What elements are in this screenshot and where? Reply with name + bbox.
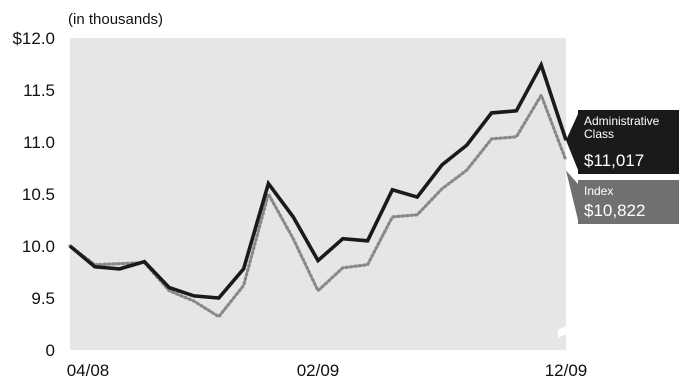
callout-series-label: Class [584,127,614,141]
x-tick-labels: 04/08 02/09 12/09 [67,361,588,380]
y-tick-label: $12.0 [12,29,55,48]
callout-pointer [566,170,578,220]
callout-series-label: Index [584,184,613,198]
administrative-class-series-line [68,60,568,300]
callout-series-label: Administrative [584,114,660,128]
units-label: (in thousands) [68,11,163,28]
callout-box [578,110,679,174]
y-tick-label: 10.0 [22,237,55,256]
y-tick-label: 0 [46,341,55,360]
series-lines [68,60,568,319]
callout-value-label: $11,017 [584,151,644,170]
y-tick-labels: $12.0 11.5 11.0 10.5 10.0 9.5 0 [12,29,55,360]
axis-break-marker [558,322,574,338]
axis-break-notch [558,322,574,338]
y-tick-label: 10.5 [22,185,55,204]
index-callout: Index $10,822 [566,170,679,224]
callout-box [578,180,679,224]
y-tick-label: 9.5 [31,289,55,308]
x-tick-label: 02/09 [297,361,340,380]
x-tick-label: 12/09 [545,361,588,380]
x-tick-label: 04/08 [67,361,110,380]
callout-pointer [566,114,578,170]
y-tick-label: 11.5 [23,81,55,100]
plot-background [70,38,566,350]
y-tick-label: 11.0 [23,133,55,152]
callout-value-label: $10,822 [584,201,645,220]
